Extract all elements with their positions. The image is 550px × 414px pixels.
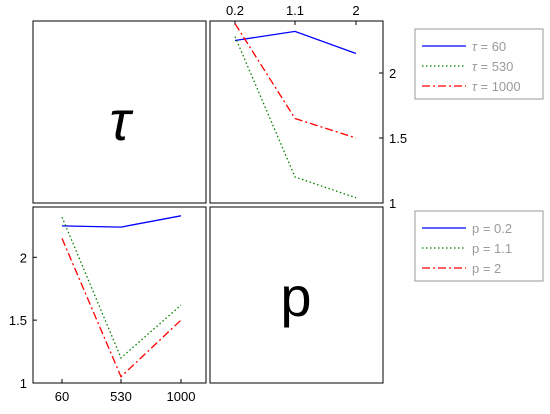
ur-ytick-label: 1	[389, 196, 396, 211]
ll-series-line-0	[61, 215, 182, 228]
ur-ytick-label: 1.5	[389, 131, 407, 146]
p-legend: p = 0.2 p = 1.1 p = 2	[422, 221, 512, 276]
upper-right-axis-ticks	[234, 21, 383, 204]
ll-xtick-label: 1000	[167, 389, 196, 404]
panel-p-diagonal	[209, 206, 384, 384]
p-legend-box	[414, 210, 544, 282]
ur-series-line-2	[234, 23, 357, 139]
tau-diagonal-label: τ	[110, 89, 134, 152]
lower-left-series-lines	[61, 215, 182, 378]
lower-left-tick-labels: 60 530 1000 1 1.5 2	[9, 250, 196, 404]
ll-ytick-label: 2	[20, 250, 27, 265]
tau-legend: τ = 60 τ = 530 τ = 1000	[422, 39, 521, 94]
p-diagonal-label: p	[280, 265, 311, 328]
ll-series-line-2	[61, 238, 182, 378]
legend-entry-label: τ = 530	[472, 59, 513, 74]
ur-xtick-label: 2	[352, 3, 359, 18]
panel-tau-diagonal	[32, 20, 207, 204]
ll-ytick-label: 1.5	[9, 313, 27, 328]
ll-series-line-1	[61, 216, 182, 359]
ur-series-line-1	[234, 36, 357, 199]
legend-entry-label: p = 0.2	[472, 221, 512, 236]
legend-entry-label: τ = 1000	[472, 79, 521, 94]
legend-entry-label: τ = 60	[472, 39, 506, 54]
legend-entry-label: p = 1.1	[472, 241, 512, 256]
legend-entry-label: p = 2	[472, 261, 501, 276]
ur-series-line-0	[234, 30, 357, 55]
ur-ytick-label: 2	[389, 66, 396, 81]
upper-right-series-lines	[234, 23, 357, 199]
panel-lower-left-plot	[32, 206, 207, 384]
lower-left-axis-ticks	[33, 256, 182, 384]
upper-right-tick-labels: 0.2 1.1 2 1 1.5 2	[226, 3, 407, 211]
ll-ytick-label: 1	[20, 376, 27, 391]
ll-xtick-label: 530	[110, 389, 132, 404]
ll-xtick-label: 60	[55, 389, 69, 404]
ur-xtick-label: 0.2	[226, 3, 244, 18]
tau-legend-box	[414, 28, 544, 100]
panel-upper-right-plot	[209, 20, 384, 204]
ur-xtick-label: 1.1	[286, 3, 304, 18]
